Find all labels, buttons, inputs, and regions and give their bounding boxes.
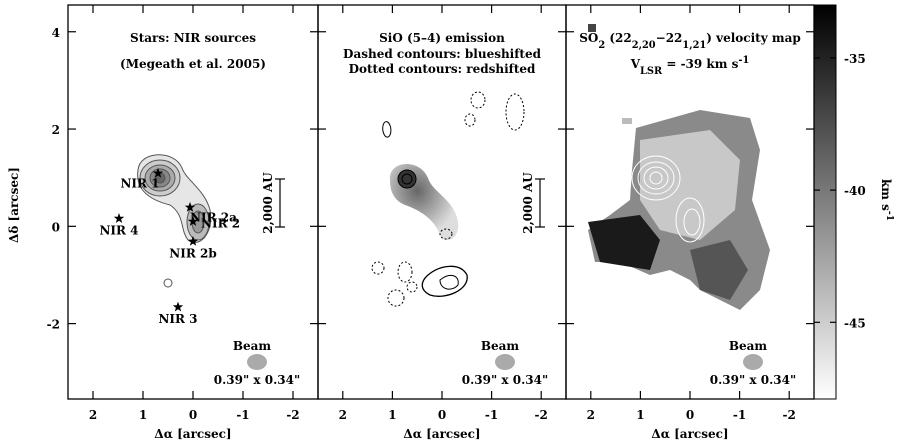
text-part: -1 xyxy=(885,211,896,221)
panel-subtitle: VLSR = -39 km s-1 xyxy=(630,55,750,77)
panel-title: SiO (5–4) emission xyxy=(379,31,505,45)
x-axis-label: Δα [arcsec] xyxy=(651,427,728,441)
x-tick-label: 0 xyxy=(686,408,694,422)
text-part: −22 xyxy=(656,31,683,45)
y-axis-label: Δδ [arcsec] xyxy=(7,167,21,243)
source-star xyxy=(113,213,125,223)
source-label: NIR 2a xyxy=(190,210,237,224)
text-part: ) velocity map xyxy=(706,31,800,45)
source-label: NIR 3 xyxy=(158,312,197,326)
beam-size: 0.39" x 0.34" xyxy=(710,373,796,387)
text-part: 2 xyxy=(598,40,605,51)
beam xyxy=(247,354,267,370)
x-tick-label: 1 xyxy=(388,408,396,422)
source-label: NIR 2b xyxy=(169,246,216,260)
source-star xyxy=(187,216,199,226)
x-tick-label: -2 xyxy=(286,408,299,422)
y-tick-label: -2 xyxy=(47,318,60,332)
source-label: NIR 4 xyxy=(99,224,138,238)
panel-title: SO2 (222,20−221,21) velocity map xyxy=(579,31,800,51)
colorbar-tick-label: -45 xyxy=(844,316,866,330)
x-axis-label: Δα [arcsec] xyxy=(154,427,231,441)
source-star xyxy=(187,235,199,246)
beam-size: 0.39" x 0.34" xyxy=(214,373,300,387)
colorbar-tick-label: -35 xyxy=(844,52,866,66)
panel-subtitle: (Megeath et al. 2005) xyxy=(120,57,266,71)
beam-label: Beam xyxy=(481,339,520,353)
colorbar xyxy=(813,4,837,400)
panel-note: Dashed contours: blueshifted xyxy=(343,47,542,61)
x-tick-label: -1 xyxy=(733,408,746,422)
scale-bar-label: 2,000 AU xyxy=(261,172,275,234)
y-tick-label: 0 xyxy=(52,220,60,234)
text-part: V xyxy=(630,57,641,71)
contours-2 xyxy=(371,91,525,307)
source-star xyxy=(184,201,196,212)
text-part: = -39 km s xyxy=(662,57,738,71)
beam xyxy=(743,354,763,370)
text-part: LSR xyxy=(640,66,663,77)
x-tick-label: -2 xyxy=(535,408,548,422)
colorbar-tick-label: -40 xyxy=(844,184,866,198)
beam-label: Beam xyxy=(233,339,272,353)
source-label: NIR 1 xyxy=(120,176,159,190)
beam-label: Beam xyxy=(729,339,768,353)
y-tick-label: 2 xyxy=(52,123,60,137)
beam-size: 0.39" x 0.34" xyxy=(462,373,548,387)
x-tick-label: 1 xyxy=(636,408,644,422)
panel-title: Stars: NIR sources xyxy=(130,31,256,45)
source-label: NIR 2 xyxy=(201,216,240,230)
source-star xyxy=(152,167,164,178)
x-tick-label: 0 xyxy=(438,408,446,422)
panel-note: Dotted contours: redshifted xyxy=(349,62,536,76)
y-tick-label: 4 xyxy=(52,26,60,40)
x-tick-label: -2 xyxy=(783,408,796,422)
text-part: 1,21 xyxy=(682,40,706,51)
x-axis-label: Δα [arcsec] xyxy=(403,427,480,441)
x-tick-label: -1 xyxy=(485,408,498,422)
colorbar-label: km s-1 xyxy=(879,179,896,221)
text-part: km s xyxy=(879,179,893,211)
text-part: (22 xyxy=(605,31,632,45)
x-tick-label: 2 xyxy=(339,408,347,422)
x-tick-label: -1 xyxy=(236,408,249,422)
beam xyxy=(495,354,515,370)
scale-bar-label: 2,000 AU xyxy=(521,172,535,234)
text-part: 2,20 xyxy=(632,40,656,51)
velocity-map xyxy=(588,24,770,310)
text-part: SO xyxy=(579,31,598,45)
text-part: -1 xyxy=(738,55,749,66)
x-tick-label: 2 xyxy=(89,408,97,422)
x-tick-label: 1 xyxy=(139,408,147,422)
x-tick-label: 0 xyxy=(189,408,197,422)
source-star xyxy=(172,301,184,312)
x-tick-label: 2 xyxy=(587,408,595,422)
